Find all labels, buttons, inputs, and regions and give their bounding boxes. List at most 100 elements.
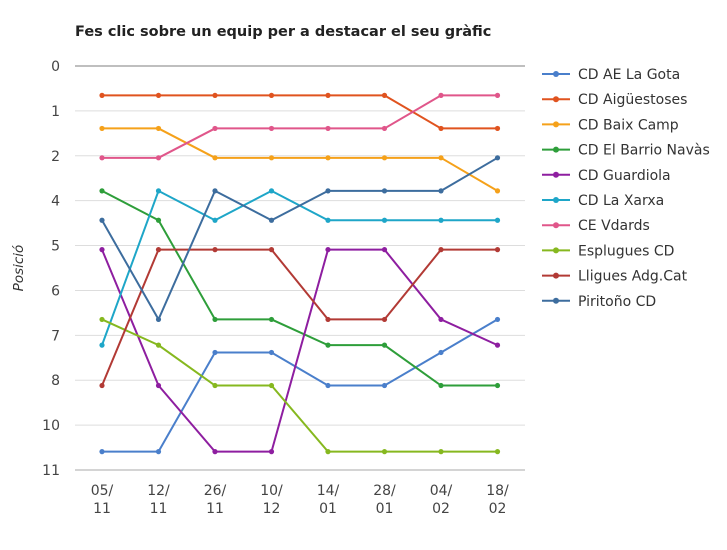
data-point[interactable] (99, 247, 105, 253)
data-point[interactable] (494, 92, 501, 98)
data-point[interactable] (325, 316, 331, 323)
data-point[interactable] (381, 316, 388, 323)
data-point[interactable] (99, 316, 105, 323)
data-point[interactable] (212, 155, 218, 161)
data-point[interactable] (438, 382, 444, 389)
data-point[interactable] (99, 382, 105, 389)
data-point[interactable] (212, 316, 218, 323)
data-point[interactable] (494, 342, 501, 348)
data-point[interactable] (438, 247, 444, 253)
series-4[interactable] (99, 247, 501, 455)
data-point[interactable] (438, 92, 444, 98)
series-0[interactable] (99, 316, 501, 455)
data-point[interactable] (268, 217, 275, 223)
series-line[interactable] (101, 248, 498, 453)
data-point[interactable] (325, 188, 331, 194)
series-2[interactable] (99, 125, 501, 194)
data-point[interactable] (268, 316, 275, 323)
series-1[interactable] (99, 92, 501, 132)
legend-item[interactable]: Lligues Adg.Cat (542, 269, 688, 285)
data-point[interactable] (438, 217, 444, 223)
data-point[interactable] (268, 155, 275, 161)
data-point[interactable] (325, 382, 331, 389)
data-point[interactable] (438, 188, 444, 194)
data-point[interactable] (155, 188, 162, 194)
legend[interactable]: CD AE La Gota CD Aigüestoses CD Baix Camp C… (542, 67, 710, 310)
data-point[interactable] (99, 92, 105, 98)
series-9[interactable] (99, 155, 501, 323)
data-point[interactable] (438, 349, 444, 356)
legend-item[interactable]: CD El Barrio Navàs (542, 143, 710, 159)
data-point[interactable] (494, 316, 501, 323)
data-point[interactable] (494, 217, 501, 223)
data-point[interactable] (494, 188, 501, 194)
series-line[interactable] (101, 318, 498, 453)
data-point[interactable] (99, 125, 105, 132)
series-line[interactable] (102, 94, 498, 159)
series-line[interactable] (101, 248, 498, 386)
data-point[interactable] (155, 449, 162, 455)
data-point[interactable] (268, 125, 275, 132)
data-point[interactable] (381, 449, 388, 455)
data-point[interactable] (494, 155, 501, 161)
data-point[interactable] (155, 247, 162, 253)
data-point[interactable] (494, 125, 501, 132)
data-point[interactable] (212, 217, 218, 223)
series-6[interactable] (99, 92, 501, 161)
data-point[interactable] (494, 382, 501, 389)
data-point[interactable] (99, 217, 105, 223)
data-point[interactable] (325, 247, 331, 253)
data-point[interactable] (438, 125, 444, 132)
data-point[interactable] (381, 188, 388, 194)
data-point[interactable] (494, 247, 501, 253)
data-point[interactable] (155, 217, 162, 223)
series-line[interactable] (102, 318, 499, 453)
data-point[interactable] (268, 247, 275, 253)
data-point[interactable] (381, 247, 388, 253)
data-point[interactable] (155, 382, 162, 389)
data-point[interactable] (494, 449, 501, 455)
data-point[interactable] (381, 382, 388, 389)
legend-item[interactable]: CD La Xarxa (542, 193, 664, 209)
data-point[interactable] (381, 155, 388, 161)
data-point[interactable] (99, 188, 105, 194)
data-point[interactable] (212, 125, 218, 132)
data-point[interactable] (99, 449, 105, 455)
data-point[interactable] (381, 92, 388, 98)
legend-item[interactable]: CD AE La Gota (542, 67, 680, 83)
series-7[interactable] (99, 316, 501, 455)
data-point[interactable] (325, 92, 331, 98)
data-point[interactable] (212, 92, 218, 98)
data-point[interactable] (155, 155, 162, 161)
data-point[interactable] (155, 342, 162, 348)
series-5[interactable] (99, 188, 501, 348)
legend-item[interactable]: CD Aigüestoses (542, 92, 687, 108)
series-line[interactable] (101, 189, 498, 387)
data-point[interactable] (325, 125, 331, 132)
data-point[interactable] (268, 92, 275, 98)
data-point[interactable] (155, 316, 162, 323)
series-line[interactable] (102, 127, 499, 192)
data-point[interactable] (438, 316, 444, 323)
data-point[interactable] (325, 342, 331, 348)
data-point[interactable] (325, 217, 331, 223)
data-point[interactable] (155, 92, 162, 98)
data-point[interactable] (268, 449, 275, 455)
series-8[interactable] (99, 247, 501, 389)
data-point[interactable] (438, 155, 444, 161)
data-point[interactable] (212, 449, 218, 455)
data-point[interactable] (325, 449, 331, 455)
data-point[interactable] (212, 349, 218, 356)
data-point[interactable] (381, 217, 388, 223)
series-line[interactable] (101, 189, 498, 346)
legend-item[interactable]: CD Guardiola (542, 168, 671, 184)
data-point[interactable] (268, 188, 275, 194)
data-point[interactable] (212, 382, 218, 389)
legend-item[interactable]: CD Baix Camp (542, 117, 679, 133)
data-point[interactable] (99, 342, 105, 348)
data-point[interactable] (381, 342, 388, 348)
data-point[interactable] (325, 155, 331, 161)
data-point[interactable] (155, 125, 162, 132)
data-point[interactable] (212, 247, 218, 253)
series-group[interactable] (99, 92, 501, 455)
